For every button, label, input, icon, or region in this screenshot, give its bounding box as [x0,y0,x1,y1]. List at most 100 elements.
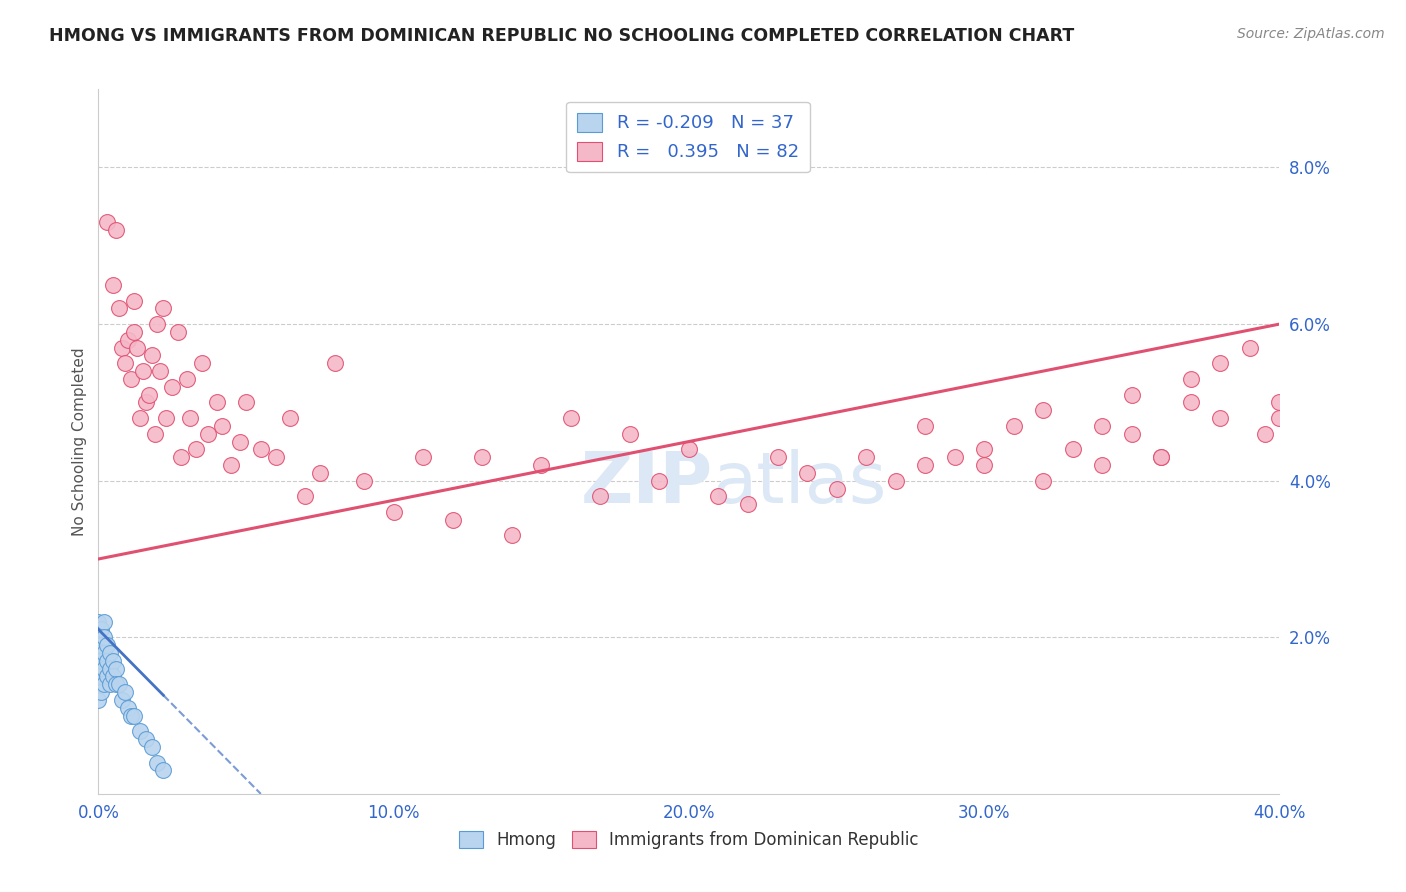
Point [191,356,214,370]
Point [294,489,316,503]
Point [93,630,115,644]
Point [93,646,115,660]
Point [114,685,136,699]
Point [103,654,125,668]
Point [229,434,252,449]
Point [93,662,115,676]
Point [138,387,160,401]
Point [105,662,128,676]
Point [589,489,612,503]
Y-axis label: No Schooling Completed: No Schooling Completed [72,347,87,536]
Point [884,474,907,488]
Point [96,638,118,652]
Point [162,380,183,394]
Point [825,482,848,496]
Point [179,411,201,425]
Point [141,348,163,362]
Point [1121,426,1143,441]
Point [143,426,166,441]
Point [125,341,148,355]
Point [90,623,112,637]
Point [678,442,700,457]
Point [560,411,582,425]
Point [766,450,789,465]
Point [471,450,494,465]
Point [1209,356,1232,370]
Point [197,426,219,441]
Point [1032,474,1054,488]
Point [235,395,257,409]
Point [1002,418,1025,433]
Point [1268,395,1291,409]
Point [412,450,434,465]
Point [973,458,995,472]
Point [87,615,110,629]
Point [87,677,110,691]
Point [90,654,112,668]
Point [93,615,115,629]
Point [221,458,243,472]
Point [111,341,134,355]
Text: Source: ZipAtlas.com: Source: ZipAtlas.com [1237,27,1385,41]
Point [141,739,163,754]
Point [501,528,523,542]
Point [122,325,145,339]
Point [250,442,273,457]
Point [1091,418,1114,433]
Point [132,364,155,378]
Point [122,293,145,308]
Point [1239,341,1261,355]
Point [103,277,125,292]
Point [648,474,671,488]
Point [1150,450,1173,465]
Point [155,411,177,425]
Point [96,669,118,683]
Point [135,732,157,747]
Point [1180,372,1202,386]
Point [530,458,553,472]
Point [90,685,112,699]
Point [914,418,936,433]
Point [1150,450,1173,465]
Point [323,356,346,370]
Point [205,395,228,409]
Point [973,442,995,457]
Point [87,630,110,644]
Point [98,662,121,676]
Point [152,764,174,778]
Point [122,708,145,723]
Text: ZIP: ZIP [581,450,713,518]
Point [152,301,174,316]
Point [353,474,375,488]
Point [211,418,233,433]
Point [707,489,730,503]
Point [149,364,172,378]
Point [1268,411,1291,425]
Point [176,372,198,386]
Point [128,411,150,425]
Point [114,356,136,370]
Text: atlas: atlas [713,450,887,518]
Point [309,466,332,480]
Point [90,669,112,683]
Point [103,669,125,683]
Point [120,708,142,723]
Point [1209,411,1232,425]
Point [1032,403,1054,417]
Point [87,693,110,707]
Point [117,333,139,347]
Point [619,426,641,441]
Point [855,450,877,465]
Point [737,497,759,511]
Point [117,700,139,714]
Point [128,724,150,739]
Point [98,646,121,660]
Point [108,301,131,316]
Point [93,677,115,691]
Point [441,513,464,527]
Point [167,325,190,339]
Text: HMONG VS IMMIGRANTS FROM DOMINICAN REPUBLIC NO SCHOOLING COMPLETED CORRELATION C: HMONG VS IMMIGRANTS FROM DOMINICAN REPUB… [49,27,1074,45]
Point [1180,395,1202,409]
Point [1062,442,1084,457]
Point [96,654,118,668]
